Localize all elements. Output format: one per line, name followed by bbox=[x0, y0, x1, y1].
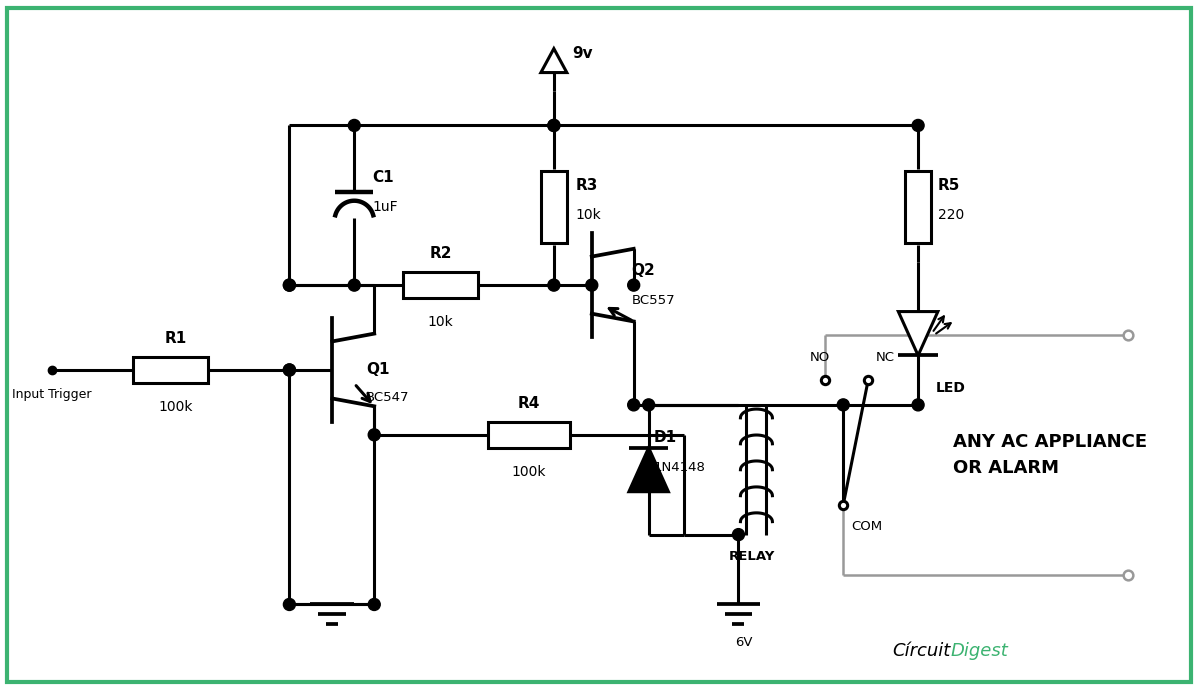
Text: 6V: 6V bbox=[734, 636, 752, 649]
Polygon shape bbox=[541, 48, 566, 72]
Text: Input Trigger: Input Trigger bbox=[12, 388, 91, 402]
Circle shape bbox=[368, 428, 380, 441]
Text: Círcuit: Círcuit bbox=[892, 642, 950, 660]
Polygon shape bbox=[899, 312, 938, 355]
Circle shape bbox=[348, 119, 360, 131]
Text: 10k: 10k bbox=[576, 208, 601, 222]
Text: C1: C1 bbox=[372, 170, 394, 185]
Text: D1: D1 bbox=[654, 431, 677, 445]
Polygon shape bbox=[629, 448, 668, 492]
Text: 1uF: 1uF bbox=[372, 200, 398, 215]
Circle shape bbox=[283, 279, 295, 291]
Circle shape bbox=[912, 399, 924, 411]
Text: NC: NC bbox=[876, 351, 895, 364]
Text: Q1: Q1 bbox=[366, 362, 390, 377]
Text: 10k: 10k bbox=[427, 315, 454, 329]
Circle shape bbox=[628, 399, 640, 411]
Text: ANY AC APPLIANCE
OR ALARM: ANY AC APPLIANCE OR ALARM bbox=[953, 433, 1147, 477]
Circle shape bbox=[283, 279, 295, 291]
Text: R1: R1 bbox=[164, 331, 187, 346]
Text: R3: R3 bbox=[576, 178, 598, 193]
Circle shape bbox=[368, 598, 380, 611]
Text: NO: NO bbox=[810, 351, 830, 364]
Text: R4: R4 bbox=[517, 396, 540, 411]
Circle shape bbox=[548, 279, 560, 291]
FancyBboxPatch shape bbox=[7, 8, 1190, 682]
Text: COM: COM bbox=[851, 520, 882, 533]
Text: Q2: Q2 bbox=[631, 263, 655, 277]
Circle shape bbox=[912, 119, 924, 131]
Circle shape bbox=[348, 279, 360, 291]
Bar bbox=[541, 171, 566, 243]
Circle shape bbox=[643, 399, 655, 411]
Circle shape bbox=[283, 598, 295, 611]
Text: 100k: 100k bbox=[158, 400, 193, 414]
Circle shape bbox=[283, 364, 295, 376]
Circle shape bbox=[838, 399, 850, 411]
Bar bbox=[905, 171, 931, 243]
Text: 1N4148: 1N4148 bbox=[654, 461, 706, 474]
Text: R5: R5 bbox=[938, 178, 960, 193]
Text: R2: R2 bbox=[430, 246, 452, 262]
Text: BC557: BC557 bbox=[631, 293, 676, 306]
Circle shape bbox=[586, 279, 598, 291]
Circle shape bbox=[628, 279, 640, 291]
Bar bbox=[403, 272, 478, 298]
Bar bbox=[133, 357, 208, 383]
Text: RELAY: RELAY bbox=[728, 549, 775, 562]
Bar bbox=[488, 422, 570, 448]
Circle shape bbox=[548, 119, 560, 131]
Circle shape bbox=[732, 529, 744, 540]
Text: BC547: BC547 bbox=[366, 391, 409, 404]
Text: LED: LED bbox=[936, 382, 966, 395]
Text: 9v: 9v bbox=[572, 46, 593, 61]
Text: Digest: Digest bbox=[950, 642, 1008, 660]
Text: 220: 220 bbox=[938, 208, 965, 222]
Circle shape bbox=[283, 364, 295, 376]
Text: 100k: 100k bbox=[511, 465, 546, 479]
Circle shape bbox=[548, 119, 560, 131]
